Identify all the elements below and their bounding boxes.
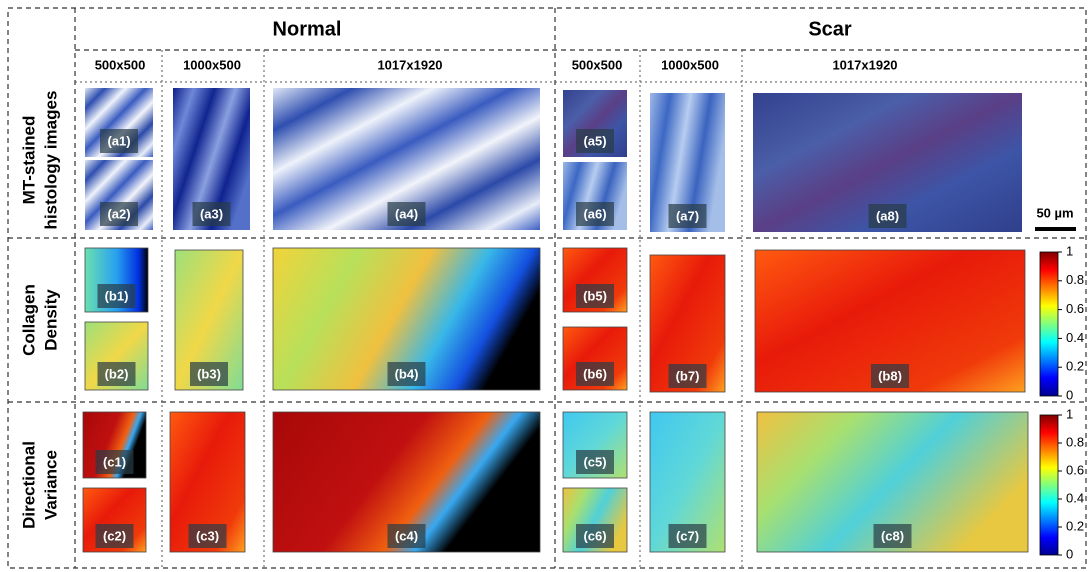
colorbar [1039,414,1059,556]
panel-label-box [668,204,707,228]
panel-label: (c7) [676,528,699,543]
panel-label-box [188,524,227,548]
column-size: 1000x500 [183,57,241,72]
group-title: Scar [808,18,852,40]
panel-label-box [871,364,909,388]
group-title: Normal [273,18,342,40]
panel-label-box [668,364,707,388]
panel-label: (a3) [200,206,223,221]
panel-label-box [387,524,426,548]
colorbar-tick-label: 0 [1066,546,1073,561]
row-label: Density [41,289,60,351]
panel-label-box [95,524,134,548]
colorbar-tick-label: 0.8 [1066,434,1084,449]
panel-label: (c8) [881,528,904,543]
panel-label: (a1) [107,133,130,148]
panel-label: (c2) [103,528,126,543]
panel-label: (c3) [196,528,219,543]
row-label: MT-stained [19,116,38,205]
colorbar-tick-label: 0.4 [1066,330,1084,345]
panel-label-box [576,129,614,153]
colorbar-tick-label: 0.2 [1066,359,1084,374]
panel-label: (c1) [103,454,126,469]
colorbar-tick-label: 0.4 [1066,490,1084,505]
panel-label-box [190,362,228,386]
colorbar-tick-label: 0.6 [1066,462,1084,477]
row-label: histology images [41,91,60,230]
panel-label-box [868,204,907,228]
panel-label: (a7) [676,208,699,223]
row-label: Variance [41,450,60,520]
panel-label-box [576,284,614,308]
panel-label-box [576,362,614,386]
panel-label-box [668,524,707,548]
colorbar-tick-label: 0.2 [1066,518,1084,533]
panel-label: (b8) [878,368,902,383]
colorbar-tick-label: 0.6 [1066,301,1084,316]
panel-label: (b6) [583,366,607,381]
panel-label: (a4) [395,206,418,221]
panel-label-box [95,450,134,474]
panel-label-box [387,362,426,386]
panel-label: (a8) [876,208,899,223]
row-label: Directional [19,441,38,529]
column-size: 1017x1920 [832,57,897,72]
panel-label: (a2) [107,206,130,221]
panel-label: (b3) [197,366,221,381]
column-size: 500x500 [572,57,623,72]
colorbar [1039,251,1059,397]
panel-label: (a5) [583,133,606,148]
panel-label: (b2) [105,366,129,381]
panel-label-box [97,362,136,386]
panel-label: (b1) [105,288,129,303]
colorbar-tick-label: 1 [1066,243,1073,258]
column-size: 1000x500 [661,57,719,72]
colorbar-tick-label: 0.8 [1066,272,1084,287]
panel-label-box [873,524,912,548]
scale-bar-label: 50 µm [1036,205,1073,220]
panel-label-box [576,524,614,548]
panel-label-box [576,202,614,226]
row-label: Collagen [19,284,38,356]
panel-label: (b4) [395,366,419,381]
panel-label-box [192,202,231,226]
panel-label: (b7) [676,368,700,383]
panel-label: (c4) [395,528,418,543]
panel-label-box [100,129,138,153]
column-size: 1017x1920 [377,57,442,72]
panel-label-box [100,202,138,226]
column-size: 500x500 [95,57,146,72]
colorbar-tick-label: 1 [1066,406,1073,421]
panel-label-box [97,284,136,308]
panel-label: (c6) [583,528,606,543]
panel-label: (a6) [583,206,606,221]
colorbar-tick-label: 0 [1066,387,1073,402]
panel-label-box [387,202,426,226]
panel-label-box [576,450,614,474]
panel-label: (c5) [583,454,606,469]
panel-label: (b5) [583,288,607,303]
